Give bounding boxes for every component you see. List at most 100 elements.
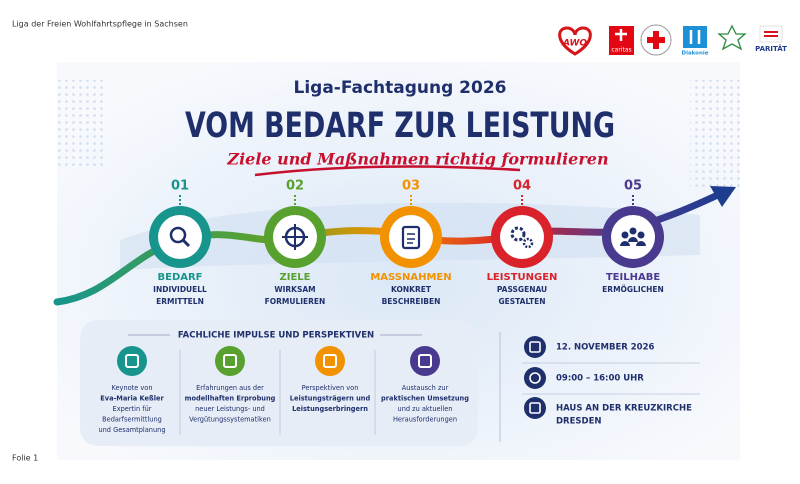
step-line: WIRKSAM	[274, 285, 315, 294]
step-line: ERMITTELN	[156, 297, 204, 306]
impulse-line: neuer Leistungs- und	[195, 405, 265, 413]
icon	[401, 225, 421, 250]
diakonie-box	[683, 26, 707, 48]
impulse-line: Bedarfsermittlung	[102, 416, 162, 424]
main-title: VOM BEDARF ZUR LEISTUNG	[185, 106, 615, 146]
logo-awo: AWO	[562, 39, 587, 49]
icon	[282, 224, 308, 250]
icon	[522, 237, 534, 249]
impulse-icon	[215, 346, 245, 376]
step-number: 01	[171, 179, 189, 194]
info-icon	[524, 397, 546, 419]
diakonie-mark	[689, 30, 701, 44]
impulses-panel	[80, 320, 478, 446]
icon	[621, 231, 629, 239]
step-line: PASSGENAU	[497, 285, 547, 294]
step: 03 MASSNAHMEN KONKRET BESCHREIBEN	[370, 179, 451, 307]
step-inner	[389, 215, 433, 259]
impulse-line: praktischen Umsetzung	[381, 395, 469, 403]
step: 04 LEISTUNGEN PASSGENAU GESTALTEN	[487, 179, 558, 307]
step-line: GESTALTEN	[498, 297, 545, 306]
info-glyph	[529, 372, 541, 384]
step: 01 BEDARF INDIVIDUELL ERMITTELN	[149, 179, 211, 306]
step-line: ERMÖGLICHEN	[602, 285, 664, 294]
impulse-line: Leistungsträgern und	[290, 395, 371, 403]
impulse-line: Vergütungssystematiken	[189, 416, 271, 424]
step-title: BEDARF	[157, 272, 202, 283]
step-line: FORMULIEREN	[265, 297, 326, 306]
impulse-line: Austausch zur	[402, 384, 449, 392]
step-line: KONKRET	[391, 285, 432, 294]
logo-paritaet: PARITÄT	[755, 44, 787, 53]
organization: Liga der Freien Wohlfahrtspflege in Sach…	[12, 20, 188, 29]
impulse-line: Keynote von	[111, 384, 152, 392]
paritaet-mark	[764, 31, 778, 37]
impulse-line: Eva-Maria Keßler	[100, 395, 164, 403]
steps: 01 BEDARF INDIVIDUELL ERMITTELN 02 ZIELE WIRKS…	[149, 179, 664, 307]
step-title: MASSNAHMEN	[370, 272, 451, 283]
icon	[637, 231, 645, 239]
icon	[620, 241, 630, 246]
subtitle: Ziele und Maßnahmen richtig formulieren	[226, 150, 608, 169]
icon	[510, 226, 526, 242]
impulse-line: und Gesamtplanung	[98, 426, 165, 434]
info-text: 09:00 – 16:00 UHR	[556, 374, 644, 384]
impulse-glyph	[323, 354, 337, 368]
impulse-line: Herausforderungen	[393, 416, 457, 424]
impulse-items: Keynote von Eva-Maria Keßler Expertin für B…	[98, 346, 469, 435]
event-info: 12. NOVEMBER 2026 09:00 – 16:00 UHR HAUS A…	[522, 336, 700, 427]
step: 05 TEILHABE ERMÖGLICHEN	[602, 179, 664, 294]
slide-number: Folie 1	[12, 454, 38, 463]
step-inner	[158, 215, 202, 259]
drk-cross	[647, 31, 665, 49]
step: 02 ZIELE WIRKSAM FORMULIEREN	[264, 179, 326, 306]
caritas-cross	[615, 29, 627, 41]
icon	[629, 227, 637, 235]
logos: AWO caritas Diakonie PARITÄT	[558, 24, 787, 57]
step-line: INDIVIDUELL	[153, 285, 207, 294]
info-glyph	[529, 402, 541, 414]
impulse-line: Leistungserbringern	[292, 405, 368, 413]
dots-left	[57, 80, 107, 170]
paritaet-box	[759, 25, 783, 43]
impulse-line: und zu aktuellen	[398, 405, 453, 413]
star-logo	[717, 24, 747, 51]
kicker: Liga-Fachtagung 2026	[294, 78, 507, 98]
logo-diakonie: Diakonie	[682, 51, 709, 57]
impulse-line: Expertin für	[113, 405, 152, 413]
icon	[181, 238, 191, 248]
step-title: ZIELE	[279, 272, 310, 283]
impulse-line: modellhaften Erprobung	[185, 395, 276, 403]
dots-right	[690, 80, 740, 190]
impulses-heading: FACHLICHE IMPULSE UND PERSPEKTIVEN	[178, 331, 374, 341]
impulse-icon	[117, 346, 147, 376]
step-number: 03	[402, 179, 420, 194]
impulse-icon	[410, 346, 440, 376]
step-title: TEILHABE	[606, 272, 660, 283]
icon	[169, 226, 187, 244]
info-text: HAUS AN DER KREUZKIRCHE	[556, 404, 692, 414]
icon	[636, 241, 646, 246]
step-number: 02	[286, 179, 304, 194]
info-icon	[524, 367, 546, 389]
timeline-arrowhead	[710, 186, 736, 207]
step-inner	[500, 215, 544, 259]
impulse-icon	[315, 346, 345, 376]
step-number: 04	[513, 179, 531, 194]
info-text: 12. NOVEMBER 2026	[556, 343, 655, 353]
subtitle-underline	[254, 165, 521, 177]
step-line: BESCHREIBEN	[382, 297, 441, 306]
icon	[407, 233, 415, 244]
step-number: 05	[624, 179, 642, 194]
step-title: LEISTUNGEN	[487, 272, 558, 283]
awo-heart	[558, 26, 592, 56]
info-glyph	[529, 341, 541, 353]
info-text: DRESDEN	[556, 417, 602, 427]
impulse-glyph	[223, 354, 237, 368]
impulse-line: Perspektiven von	[302, 384, 359, 392]
icon	[628, 237, 638, 242]
impulse-line: Erfahrungen aus der	[196, 384, 264, 392]
info-icon	[524, 336, 546, 358]
